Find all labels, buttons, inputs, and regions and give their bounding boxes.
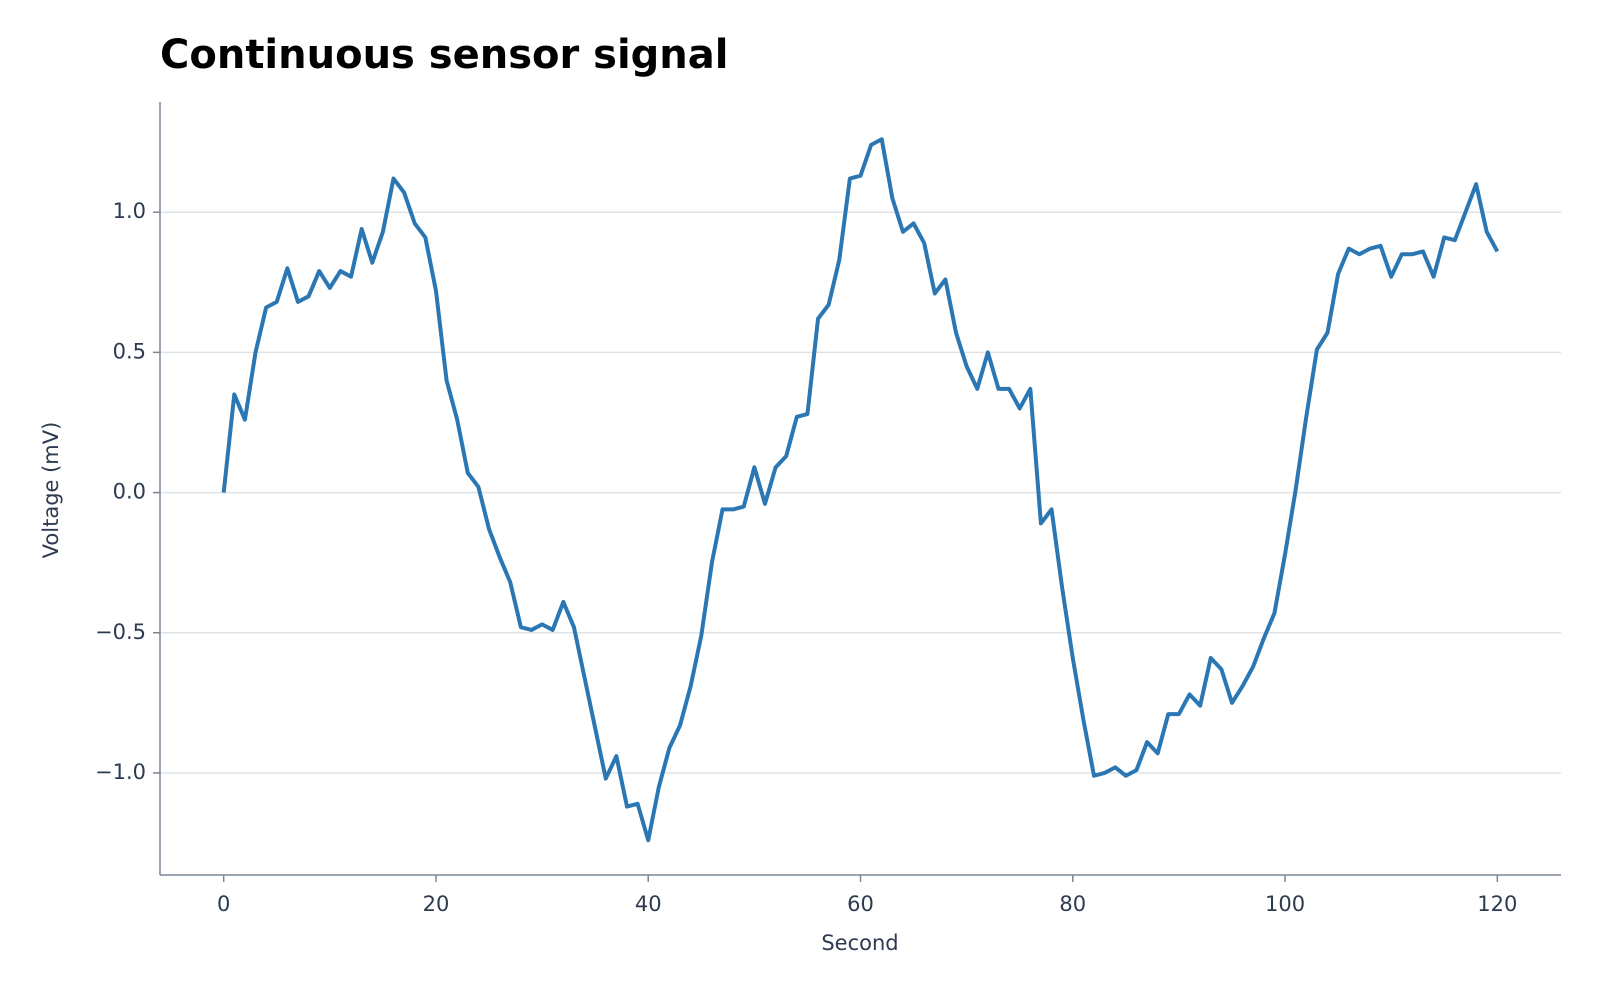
x-tick-label: 60 (847, 892, 874, 916)
y-tick-label: −1.0 (95, 760, 146, 784)
x-tick-label: 40 (635, 892, 662, 916)
x-tick-label: 100 (1265, 892, 1305, 916)
x-tick-label: 0 (217, 892, 230, 916)
y-axis-label: Voltage (mV) (39, 422, 63, 559)
y-tick-label: 1.0 (113, 199, 146, 223)
x-tick-label: 80 (1059, 892, 1086, 916)
x-tick-label: 20 (423, 892, 450, 916)
chart-title: Continuous sensor signal (160, 32, 728, 78)
y-tick-label: −0.5 (95, 620, 146, 644)
x-axis-label: Second (821, 931, 898, 955)
data-line (221, 137, 1500, 843)
y-tick-label: 0.5 (113, 339, 146, 363)
x-tick-label: 120 (1477, 892, 1517, 916)
y-tick-label: 0.0 (113, 480, 146, 504)
